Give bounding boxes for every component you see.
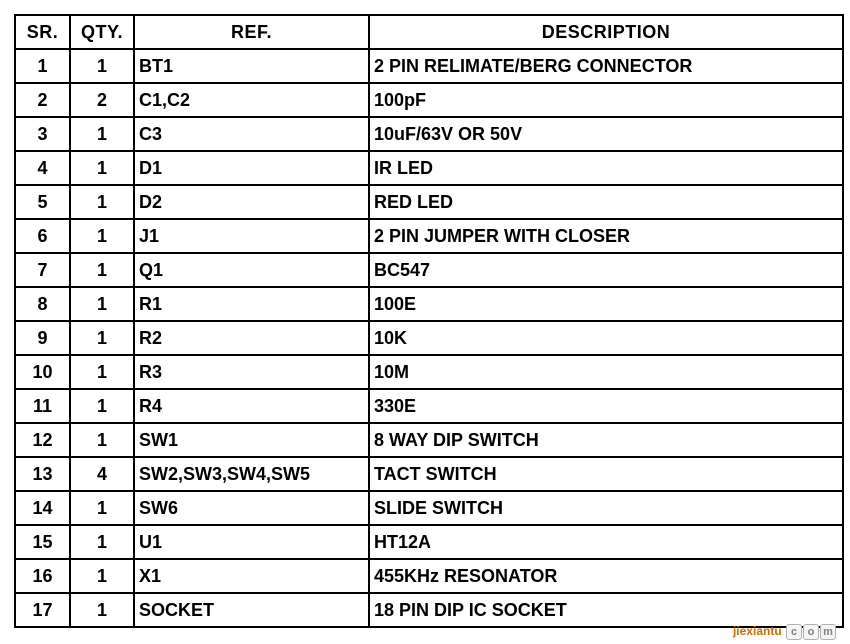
cell-ref: R3 (134, 355, 369, 389)
cell-qty: 1 (70, 151, 134, 185)
table-row: 41D1IR LED (15, 151, 843, 185)
cell-ref: U1 (134, 525, 369, 559)
table-row: 31C310uF/63V OR 50V (15, 117, 843, 151)
cell-sr: 5 (15, 185, 70, 219)
cell-qty: 1 (70, 49, 134, 83)
cell-sr: 15 (15, 525, 70, 559)
cell-ref: Q1 (134, 253, 369, 287)
cell-sr: 11 (15, 389, 70, 423)
table-row: 61J12 PIN JUMPER WITH CLOSER (15, 219, 843, 253)
cell-desc: RED LED (369, 185, 843, 219)
cell-sr: 1 (15, 49, 70, 83)
cell-qty: 1 (70, 321, 134, 355)
table-row: 11BT12 PIN RELIMATE/BERG CONNECTOR (15, 49, 843, 83)
cell-ref: D1 (134, 151, 369, 185)
cell-desc: 10K (369, 321, 843, 355)
col-header-sr: SR. (15, 15, 70, 49)
cell-desc: IR LED (369, 151, 843, 185)
cell-desc: 100E (369, 287, 843, 321)
cell-qty: 1 (70, 525, 134, 559)
cell-sr: 9 (15, 321, 70, 355)
cell-sr: 4 (15, 151, 70, 185)
table-row: 121SW18 WAY DIP SWITCH (15, 423, 843, 457)
cell-desc: 455KHz RESONATOR (369, 559, 843, 593)
cell-ref: BT1 (134, 49, 369, 83)
cell-ref: SW6 (134, 491, 369, 525)
table-row: 81R1100E (15, 287, 843, 321)
col-header-qty: QTY. (70, 15, 134, 49)
table-row: 151U1HT12A (15, 525, 843, 559)
cell-ref: SOCKET (134, 593, 369, 627)
table-header-row: SR. QTY. REF. DESCRIPTION (15, 15, 843, 49)
bom-table: SR. QTY. REF. DESCRIPTION 11BT12 PIN REL… (14, 14, 844, 628)
table-row: 141SW6SLIDE SWITCH (15, 491, 843, 525)
cell-desc: SLIDE SWITCH (369, 491, 843, 525)
cell-desc: TACT SWITCH (369, 457, 843, 491)
col-header-desc: DESCRIPTION (369, 15, 843, 49)
cell-sr: 8 (15, 287, 70, 321)
table-row: 71Q1BC547 (15, 253, 843, 287)
cell-desc: 2 PIN RELIMATE/BERG CONNECTOR (369, 49, 843, 83)
table-body: 11BT12 PIN RELIMATE/BERG CONNECTOR 22C1,… (15, 49, 843, 627)
cell-qty: 1 (70, 117, 134, 151)
cell-sr: 16 (15, 559, 70, 593)
cell-desc: BC547 (369, 253, 843, 287)
cell-ref: C1,C2 (134, 83, 369, 117)
cell-ref: R2 (134, 321, 369, 355)
cell-qty: 1 (70, 219, 134, 253)
bom-table-container: SR. QTY. REF. DESCRIPTION 11BT12 PIN REL… (0, 0, 850, 628)
cell-desc: HT12A (369, 525, 843, 559)
cell-sr: 17 (15, 593, 70, 627)
cell-sr: 2 (15, 83, 70, 117)
cell-qty: 1 (70, 593, 134, 627)
cell-ref: R4 (134, 389, 369, 423)
cell-qty: 1 (70, 559, 134, 593)
cell-ref: C3 (134, 117, 369, 151)
table-row: 171SOCKET18 PIN DIP IC SOCKET (15, 593, 843, 627)
table-row: 22C1,C2100pF (15, 83, 843, 117)
cell-desc: 10uF/63V OR 50V (369, 117, 843, 151)
cell-sr: 14 (15, 491, 70, 525)
cell-sr: 13 (15, 457, 70, 491)
cell-desc: 10M (369, 355, 843, 389)
table-row: 161X1455KHz RESONATOR (15, 559, 843, 593)
cell-qty: 1 (70, 185, 134, 219)
table-row: 91R210K (15, 321, 843, 355)
col-header-ref: REF. (134, 15, 369, 49)
cell-qty: 4 (70, 457, 134, 491)
cell-ref: D2 (134, 185, 369, 219)
cell-ref: J1 (134, 219, 369, 253)
cell-qty: 1 (70, 423, 134, 457)
cell-qty: 1 (70, 355, 134, 389)
table-row: 51D2RED LED (15, 185, 843, 219)
cell-desc: 2 PIN JUMPER WITH CLOSER (369, 219, 843, 253)
cell-ref: SW2,SW3,SW4,SW5 (134, 457, 369, 491)
table-row: 134SW2,SW3,SW4,SW5TACT SWITCH (15, 457, 843, 491)
cell-qty: 1 (70, 287, 134, 321)
cell-qty: 1 (70, 253, 134, 287)
table-row: 101R310M (15, 355, 843, 389)
cell-desc: 330E (369, 389, 843, 423)
cell-sr: 12 (15, 423, 70, 457)
cell-ref: R1 (134, 287, 369, 321)
cell-qty: 1 (70, 389, 134, 423)
cell-desc: 8 WAY DIP SWITCH (369, 423, 843, 457)
cell-desc: 100pF (369, 83, 843, 117)
cell-qty: 1 (70, 491, 134, 525)
cell-qty: 2 (70, 83, 134, 117)
table-row: 111R4330E (15, 389, 843, 423)
cell-desc: 18 PIN DIP IC SOCKET (369, 593, 843, 627)
cell-sr: 7 (15, 253, 70, 287)
cell-sr: 10 (15, 355, 70, 389)
cell-ref: SW1 (134, 423, 369, 457)
cell-sr: 3 (15, 117, 70, 151)
cell-ref: X1 (134, 559, 369, 593)
cell-sr: 6 (15, 219, 70, 253)
